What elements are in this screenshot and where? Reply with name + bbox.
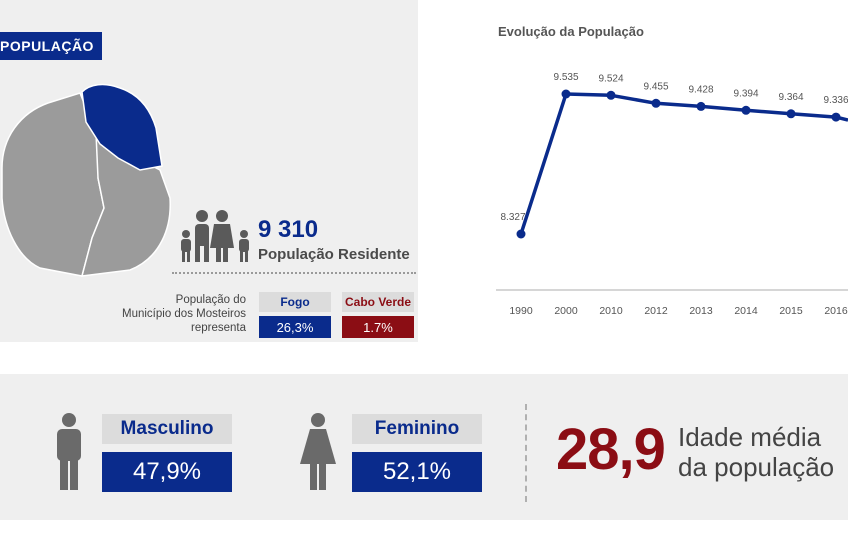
x-tick-label: 2010	[599, 305, 623, 317]
population-value: 9 310	[258, 216, 319, 243]
island-map	[1, 83, 171, 277]
section-title: POPULAÇÃO	[0, 32, 102, 60]
x-tick-label: 2013	[689, 305, 713, 317]
x-tick-label: 2000	[554, 305, 578, 317]
representation-text: População do Município dos Mosteiros rep…	[122, 294, 246, 334]
data-label: 8.327	[500, 212, 525, 223]
data-point	[696, 101, 706, 111]
female-icon	[300, 413, 336, 490]
data-point	[606, 90, 616, 100]
data-point	[741, 105, 751, 115]
male-value: 47,9%	[102, 452, 232, 492]
map-region-mosteiros	[81, 83, 163, 171]
population-panel: POPULAÇÃO 9 310 População Residente Popu…	[0, 0, 418, 342]
female-label: Feminino	[352, 414, 482, 444]
data-point	[786, 109, 796, 119]
series-line	[519, 92, 848, 235]
data-label: 9.524	[598, 73, 623, 84]
fogo-value: 26,3%	[259, 316, 331, 338]
population-label: População Residente	[258, 246, 410, 263]
data-point	[516, 229, 526, 239]
chart-panel	[418, 0, 848, 342]
x-tick-label: 1990	[509, 305, 533, 317]
population-line-chart: 8.327 1990 9.535 2000 9.524 2010 9.455 2012 9.42…	[496, 72, 848, 317]
data-point	[561, 89, 571, 99]
demographics-strip: Masculino 47,9% Feminino 52,1% 28,9 Idad…	[0, 374, 848, 520]
divider	[172, 272, 416, 274]
cabo-verde-label: Cabo Verde	[342, 292, 414, 312]
x-tick-label: 2012	[644, 305, 668, 317]
data-label: 9.394	[733, 88, 758, 99]
x-tick-label: 2016	[824, 305, 848, 317]
cabo-verde-value: 1.7%	[342, 316, 414, 338]
chart-title: Evolução da População	[498, 24, 644, 39]
data-label: 9.428	[688, 84, 713, 95]
female-value: 52,1%	[352, 452, 482, 492]
separator	[525, 404, 527, 502]
male-icon	[57, 413, 81, 490]
data-point	[831, 112, 841, 122]
x-tick-label: 2015	[779, 305, 803, 317]
data-label: 9.336	[823, 95, 848, 106]
data-label: 9.455	[643, 81, 668, 92]
family-icon	[181, 210, 249, 262]
data-point	[651, 98, 661, 108]
data-label: 9.535	[553, 72, 578, 83]
average-age-label: Idade média da população	[678, 422, 835, 482]
average-age-value: 28,9	[556, 417, 666, 482]
data-label: 9.364	[778, 92, 803, 103]
male-label: Masculino	[102, 414, 232, 444]
fogo-label: Fogo	[259, 292, 331, 312]
x-tick-label: 2014	[734, 305, 758, 317]
